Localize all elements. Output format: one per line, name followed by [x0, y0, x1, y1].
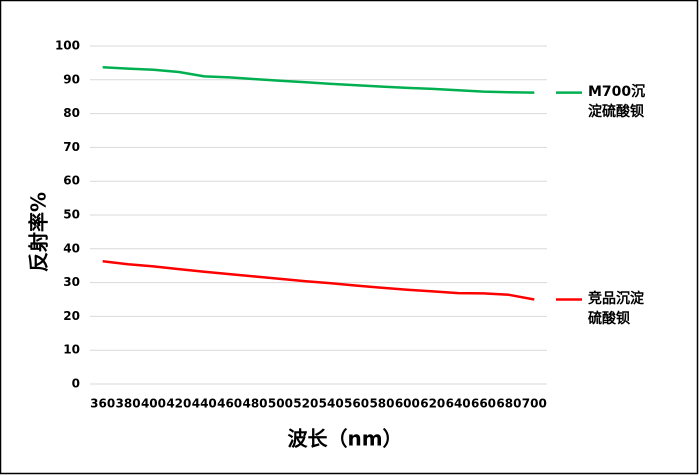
x-tick-label: 520 — [293, 397, 318, 411]
y-tick-label: 10 — [63, 343, 80, 357]
x-tick-label: 640 — [446, 397, 471, 411]
x-tick-label: 440 — [192, 397, 217, 411]
y-tick-label: 40 — [63, 241, 80, 255]
x-tick-label: 620 — [420, 397, 445, 411]
x-tick-label: 460 — [217, 397, 242, 411]
y-tick-label: 70 — [63, 140, 80, 154]
legend-label: M700沉淀硫酸钡 — [588, 83, 646, 120]
y-tick-label: 90 — [63, 72, 80, 86]
data-line — [102, 260, 535, 301]
x-axis-title: 波长（nm） — [287, 427, 402, 451]
x-tick-label: 680 — [496, 397, 521, 411]
x-tick-label: 400 — [141, 397, 166, 411]
x-tick-label: 700 — [522, 397, 547, 411]
x-tick-label: 540 — [319, 397, 344, 411]
y-tick-label: 0 — [72, 377, 80, 391]
y-tick-label: 80 — [63, 106, 80, 120]
y-tick-label: 30 — [63, 275, 80, 289]
y-tick-label: 100 — [55, 39, 80, 53]
x-tick-label: 560 — [344, 397, 369, 411]
x-tick-label: 480 — [242, 397, 267, 411]
y-tick-label: 60 — [63, 174, 80, 188]
x-tick-label: 660 — [471, 397, 496, 411]
x-tick-label: 380 — [116, 397, 141, 411]
y-axis-title: 反射率% — [27, 192, 51, 272]
x-tick-label: 420 — [166, 397, 191, 411]
y-tick-label: 50 — [63, 208, 80, 222]
y-tick-label: 20 — [63, 309, 80, 323]
legend-label: 竞品沉淀硫酸钡 — [588, 290, 644, 327]
x-tick-label: 580 — [369, 397, 394, 411]
x-tick-label: 600 — [395, 397, 420, 411]
x-tick-label: 500 — [268, 397, 293, 411]
data-line — [102, 66, 535, 94]
x-tick-label: 360 — [90, 397, 115, 411]
